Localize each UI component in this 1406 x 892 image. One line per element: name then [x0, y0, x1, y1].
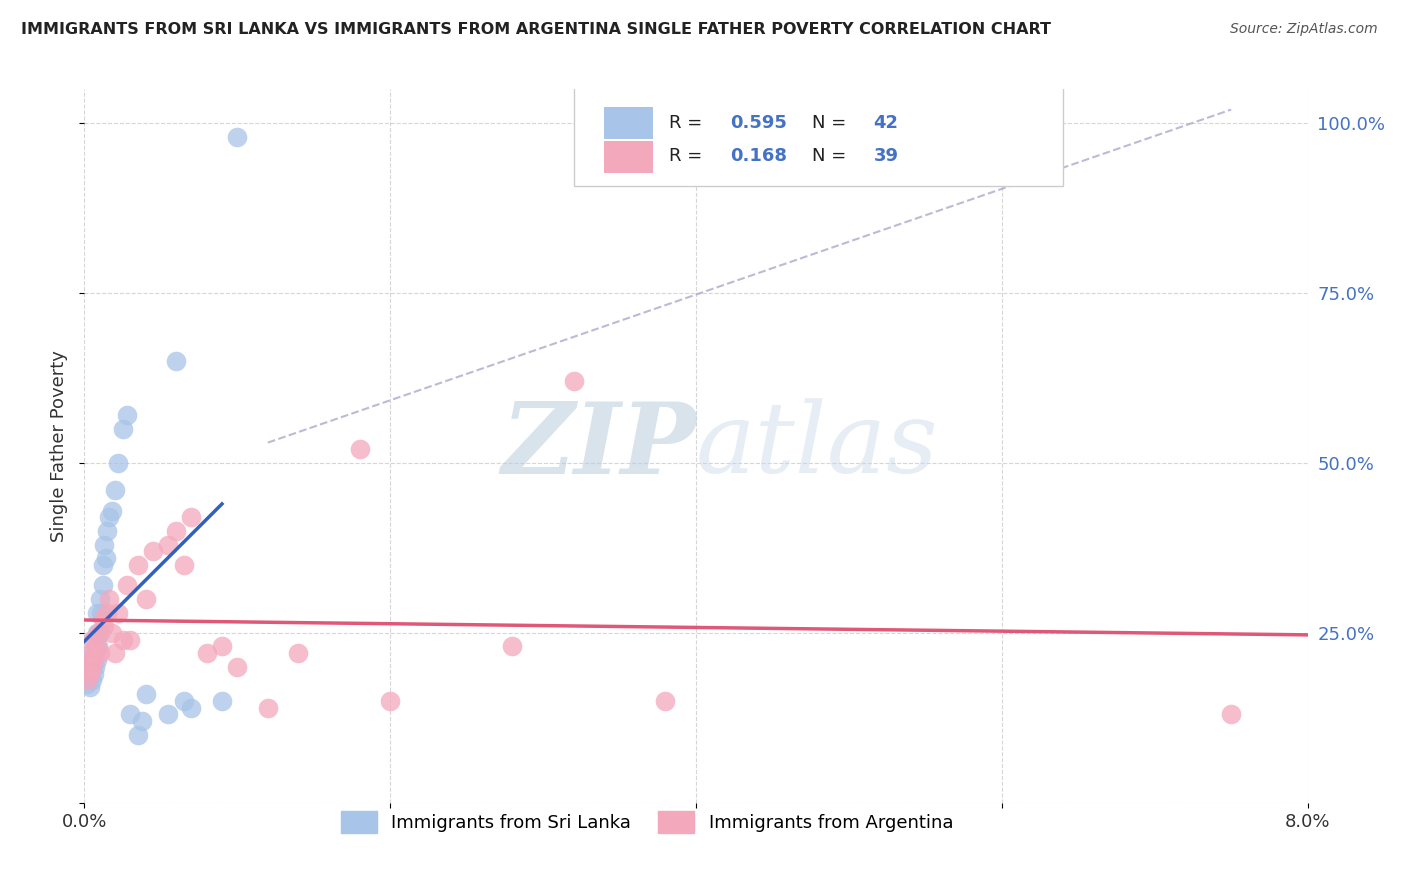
Point — [96, 524, 118, 538]
Point — [79, 653, 101, 667]
Point — [107, 606, 129, 620]
Point — [562, 375, 585, 389]
Text: IMMIGRANTS FROM SRI LANKA VS IMMIGRANTS FROM ARGENTINA SINGLE FATHER POVERTY COR: IMMIGRANTS FROM SRI LANKA VS IMMIGRANTS … — [21, 22, 1052, 37]
Text: R =: R = — [669, 147, 709, 165]
Point — [87, 640, 110, 654]
Point — [79, 666, 101, 681]
Point — [157, 537, 180, 551]
Point — [93, 619, 115, 633]
Point — [79, 680, 101, 694]
Text: N =: N = — [813, 147, 852, 165]
Point — [86, 626, 108, 640]
Text: 0.595: 0.595 — [730, 114, 787, 132]
Point — [349, 442, 371, 457]
FancyBboxPatch shape — [605, 107, 654, 139]
FancyBboxPatch shape — [605, 141, 654, 173]
Point — [180, 510, 202, 524]
Point — [120, 632, 142, 647]
Text: 0.168: 0.168 — [730, 147, 787, 165]
Point — [89, 626, 111, 640]
Point — [107, 456, 129, 470]
Point — [77, 660, 100, 674]
Point — [165, 354, 187, 368]
Text: Source: ZipAtlas.com: Source: ZipAtlas.com — [1230, 22, 1378, 37]
Point — [91, 578, 114, 592]
Text: atlas: atlas — [696, 399, 939, 493]
Point — [142, 544, 165, 558]
Point — [157, 707, 180, 722]
Point — [86, 640, 108, 654]
Point — [195, 646, 218, 660]
Point — [226, 129, 249, 144]
Point — [94, 551, 117, 566]
Point — [80, 646, 103, 660]
Point — [83, 653, 105, 667]
Point — [86, 606, 108, 620]
Point — [91, 612, 114, 626]
Point — [211, 640, 233, 654]
Point — [90, 606, 112, 620]
Point — [76, 673, 98, 688]
Point — [127, 728, 149, 742]
Text: 39: 39 — [873, 147, 898, 165]
Point — [101, 503, 124, 517]
Point — [180, 700, 202, 714]
Point — [77, 673, 100, 688]
Point — [115, 578, 138, 592]
Point — [77, 660, 100, 674]
FancyBboxPatch shape — [574, 86, 1063, 186]
Point — [131, 714, 153, 729]
Point — [96, 606, 118, 620]
Point — [287, 646, 309, 660]
Point — [80, 660, 103, 674]
Point — [226, 660, 249, 674]
Point — [1220, 707, 1243, 722]
Point — [115, 409, 138, 423]
Y-axis label: Single Father Poverty: Single Father Poverty — [51, 350, 69, 542]
Point — [79, 666, 101, 681]
Point — [80, 673, 103, 688]
Legend: Immigrants from Sri Lanka, Immigrants from Argentina: Immigrants from Sri Lanka, Immigrants fr… — [330, 800, 965, 844]
Point — [93, 537, 115, 551]
Point — [104, 646, 127, 660]
Point — [502, 640, 524, 654]
Point — [83, 632, 105, 647]
Point — [135, 591, 157, 606]
Text: 42: 42 — [873, 114, 898, 132]
Point — [80, 660, 103, 674]
Point — [89, 591, 111, 606]
Point — [84, 660, 107, 674]
Point — [111, 632, 134, 647]
Point — [80, 632, 103, 647]
Point — [97, 510, 120, 524]
Point — [83, 666, 105, 681]
Point — [87, 626, 110, 640]
Point — [173, 558, 195, 572]
Point — [76, 666, 98, 681]
Point — [654, 694, 676, 708]
Point — [135, 687, 157, 701]
Point — [104, 483, 127, 498]
Point — [84, 646, 107, 660]
Point — [84, 646, 107, 660]
Point — [111, 422, 134, 436]
Point — [173, 694, 195, 708]
Text: R =: R = — [669, 114, 709, 132]
Point — [101, 626, 124, 640]
Text: N =: N = — [813, 114, 852, 132]
Point — [380, 694, 402, 708]
Point — [79, 646, 101, 660]
Point — [76, 677, 98, 691]
Point — [257, 700, 280, 714]
Point — [127, 558, 149, 572]
Point — [211, 694, 233, 708]
Point — [165, 524, 187, 538]
Text: ZIP: ZIP — [501, 398, 696, 494]
Point — [120, 707, 142, 722]
Point — [89, 646, 111, 660]
Point — [97, 591, 120, 606]
Point — [91, 558, 114, 572]
Point — [86, 653, 108, 667]
